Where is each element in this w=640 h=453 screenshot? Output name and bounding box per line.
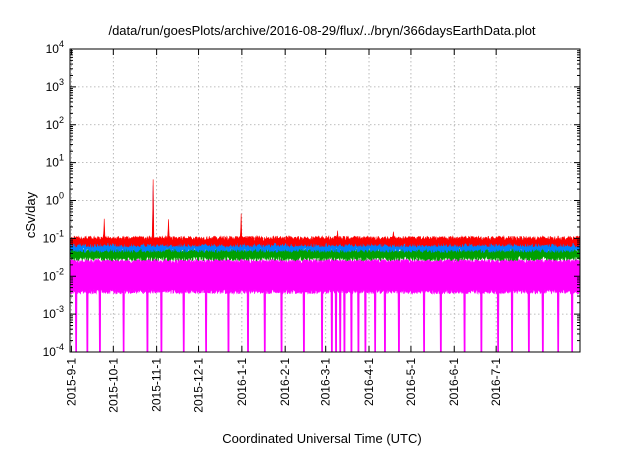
chart-title: /data/run/goesPlots/archive/2016-08-29/f… bbox=[108, 23, 535, 38]
x-tick-label: 2015-9-1 bbox=[64, 358, 78, 406]
x-tick-label: 2016-1-1 bbox=[235, 358, 249, 406]
series-band-0 bbox=[69, 190, 581, 353]
y-tick-label: 10-4 bbox=[43, 342, 64, 359]
x-tick-label: 2015-12-1 bbox=[192, 358, 206, 413]
y-tick-label: 104 bbox=[46, 39, 64, 56]
x-tick-label: 2016-2-1 bbox=[278, 358, 292, 406]
y-tick-label: 10-3 bbox=[43, 304, 64, 321]
y-tick-label: 101 bbox=[46, 153, 64, 170]
y-tick-label: 102 bbox=[46, 115, 64, 132]
x-axis-label: Coordinated Universal Time (UTC) bbox=[222, 431, 421, 446]
y-tick-label: 103 bbox=[46, 77, 64, 94]
x-tick-label: 2016-7-1 bbox=[489, 358, 503, 406]
x-tick-label: 2016-5-1 bbox=[404, 358, 418, 406]
x-tick-label: 2016-4-1 bbox=[362, 358, 376, 406]
ticks bbox=[70, 48, 580, 353]
series-group bbox=[69, 179, 581, 353]
y-tick-labels: 10-4 10-3 10-2 10-1 100 101 102 103 104 bbox=[43, 39, 64, 359]
x-tick-label: 2015-10-1 bbox=[106, 358, 120, 413]
y-tick-label: 10-2 bbox=[43, 266, 64, 283]
x-tick-labels: 2015-9-1 2015-10-1 2015-11-1 2015-12-1 2016-… bbox=[64, 358, 503, 413]
y-tick-label: 10-1 bbox=[43, 228, 64, 245]
series-band-3 bbox=[69, 179, 581, 249]
x-tick-label: 2016-3-1 bbox=[319, 358, 333, 406]
x-tick-label: 2016-6-1 bbox=[447, 358, 461, 406]
y-axis-label: cSv/day bbox=[23, 191, 38, 238]
x-tick-label: 2015-11-1 bbox=[150, 358, 164, 412]
y-tick-label: 100 bbox=[46, 191, 64, 208]
